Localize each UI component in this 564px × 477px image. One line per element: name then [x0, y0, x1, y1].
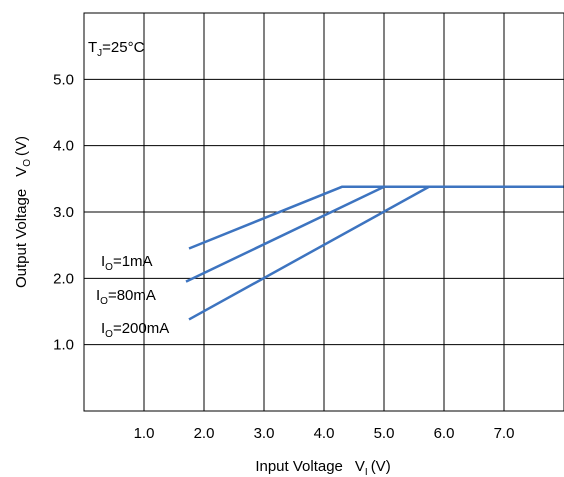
series-lines — [185, 185, 564, 321]
y-tick-label: 4.0 — [53, 138, 74, 155]
x-axis-title: Input Voltage VI (V) — [255, 458, 390, 477]
x-tick-label: 6.0 — [434, 425, 455, 442]
series-label-200ma: IO=200mA — [101, 320, 169, 340]
series-line-1 — [188, 185, 564, 250]
series-line-3 — [188, 185, 564, 321]
y-tick-labels: 1.0 2.0 3.0 4.0 5.0 — [53, 71, 74, 353]
x-tick-label: 1.0 — [134, 425, 155, 442]
series-label-1ma: IO=1mA — [101, 253, 153, 273]
series-line-2 — [185, 185, 564, 283]
y-tick-label: 3.0 — [53, 204, 74, 221]
x-tick-label: 2.0 — [194, 425, 215, 442]
grid — [84, 13, 564, 411]
y-tick-label: 1.0 — [53, 337, 74, 354]
series-label-80ma: IO=80mA — [96, 287, 156, 307]
y-tick-label: 2.0 — [53, 270, 74, 287]
plot-frame — [83, 12, 564, 412]
x-tick-labels: 1.0 2.0 3.0 4.0 5.0 6.0 7.0 — [134, 425, 515, 442]
x-tick-label: 3.0 — [254, 425, 275, 442]
x-tick-label: 5.0 — [374, 425, 395, 442]
x-tick-label: 7.0 — [494, 425, 515, 442]
y-tick-label: 5.0 — [53, 71, 74, 88]
temperature-annotation: TJ=25°C — [88, 39, 145, 59]
x-tick-label: 4.0 — [314, 425, 335, 442]
y-axis-title: Output VoltageVO(V) — [13, 136, 33, 288]
